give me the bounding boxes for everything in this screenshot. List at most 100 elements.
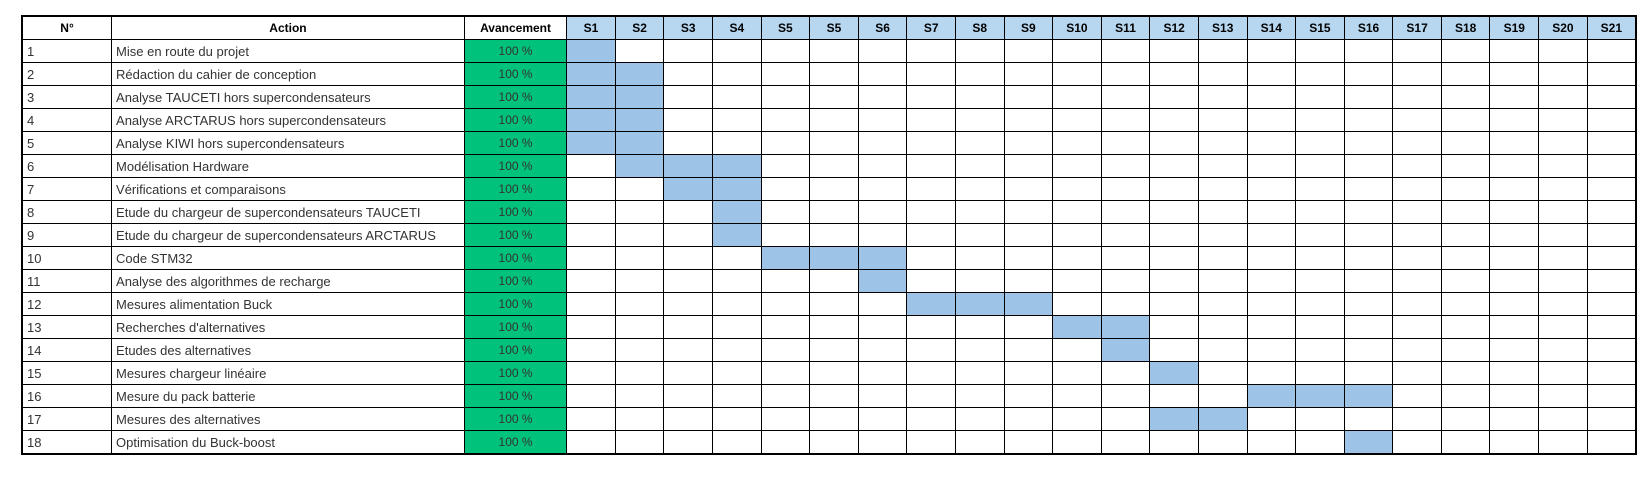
- gantt-empty-cell: [1246, 361, 1297, 385]
- gantt-empty-cell: [1343, 131, 1394, 155]
- gantt-empty-cell: [1246, 269, 1297, 293]
- gantt-empty-cell: [1052, 384, 1102, 408]
- gantt-empty-cell: [906, 361, 956, 385]
- header-week: S7: [906, 15, 956, 40]
- gantt-empty-cell: [1392, 39, 1442, 63]
- gantt-bar-cell: [1343, 384, 1394, 408]
- gantt-empty-cell: [1052, 223, 1102, 247]
- table-row: 14 Etudes des alternatives 100 %: [21, 338, 1637, 362]
- gantt-empty-cell: [1538, 154, 1588, 178]
- gantt-empty-cell: [1392, 131, 1442, 155]
- gantt-empty-cell: [1149, 338, 1199, 362]
- gantt-bar-cell: [1246, 384, 1297, 408]
- gantt-empty-cell: [1149, 62, 1199, 86]
- task-action: Analyse TAUCETI hors supercondensateurs: [111, 85, 465, 109]
- gantt-empty-cell: [663, 223, 713, 247]
- gantt-empty-cell: [1586, 315, 1637, 339]
- gantt-empty-cell: [663, 384, 713, 408]
- task-number: 7: [21, 177, 113, 201]
- gantt-empty-cell: [1052, 430, 1102, 455]
- gantt-empty-cell: [1197, 430, 1248, 455]
- table-row: 8 Etude du chargeur de supercondensateurs…: [21, 200, 1637, 224]
- gantt-empty-cell: [906, 384, 956, 408]
- gantt-empty-cell: [1586, 407, 1637, 431]
- task-action: Etude du chargeur de supercondensateurs …: [111, 200, 465, 224]
- gantt-bar-cell: [566, 131, 616, 155]
- gantt-empty-cell: [954, 338, 1005, 362]
- header-week: S10: [1052, 15, 1102, 40]
- gantt-empty-cell: [1295, 177, 1345, 201]
- gantt-empty-cell: [1052, 39, 1102, 63]
- task-progress: 100 %: [463, 407, 568, 431]
- gantt-empty-cell: [614, 361, 665, 385]
- gantt-empty-cell: [760, 177, 811, 201]
- gantt-empty-cell: [1538, 62, 1588, 86]
- gantt-bar-cell: [1295, 384, 1345, 408]
- gantt-empty-cell: [1586, 85, 1637, 109]
- gantt-empty-cell: [1440, 269, 1491, 293]
- gantt-empty-cell: [857, 39, 908, 63]
- gantt-empty-cell: [857, 292, 908, 316]
- gantt-empty-cell: [1489, 177, 1540, 201]
- task-action: Vérifications et comparaisons: [111, 177, 465, 201]
- task-action: Recherches d'alternatives: [111, 315, 465, 339]
- gantt-empty-cell: [857, 361, 908, 385]
- gantt-empty-cell: [1586, 177, 1637, 201]
- gantt-empty-cell: [857, 430, 908, 455]
- gantt-empty-cell: [1392, 361, 1442, 385]
- gantt-empty-cell: [1392, 384, 1442, 408]
- gantt-bar-cell: [1149, 361, 1199, 385]
- task-number: 13: [21, 315, 113, 339]
- gantt-empty-cell: [1343, 269, 1394, 293]
- gantt-empty-cell: [1538, 407, 1588, 431]
- gantt-empty-cell: [1052, 131, 1102, 155]
- gantt-empty-cell: [1343, 407, 1394, 431]
- gantt-empty-cell: [1440, 407, 1491, 431]
- gantt-empty-cell: [1392, 407, 1442, 431]
- header-week: S3: [663, 15, 713, 40]
- gantt-empty-cell: [954, 85, 1005, 109]
- gantt-empty-cell: [1149, 292, 1199, 316]
- gantt-bar-cell: [1197, 407, 1248, 431]
- header-week: S8: [954, 15, 1005, 40]
- gantt-empty-cell: [1343, 246, 1394, 270]
- gantt-empty-cell: [1149, 430, 1199, 455]
- gantt-empty-cell: [566, 407, 616, 431]
- gantt-empty-cell: [1392, 177, 1442, 201]
- gantt-empty-cell: [1295, 430, 1345, 455]
- gantt-empty-cell: [1295, 154, 1345, 178]
- gantt-empty-cell: [663, 108, 713, 132]
- gantt-empty-cell: [1100, 108, 1151, 132]
- gantt-empty-cell: [614, 430, 665, 455]
- gantt-bar-cell: [566, 62, 616, 86]
- task-number: 11: [21, 269, 113, 293]
- table-row: 16 Mesure du pack batterie 100 %: [21, 384, 1637, 408]
- gantt-empty-cell: [1052, 154, 1102, 178]
- gantt-empty-cell: [1295, 131, 1345, 155]
- task-progress: 100 %: [463, 269, 568, 293]
- gantt-empty-cell: [614, 223, 665, 247]
- gantt-empty-cell: [906, 85, 956, 109]
- task-number: 16: [21, 384, 113, 408]
- gantt-empty-cell: [1246, 223, 1297, 247]
- gantt-empty-cell: [954, 223, 1005, 247]
- task-progress: 100 %: [463, 223, 568, 247]
- task-progress: 100 %: [463, 85, 568, 109]
- gantt-empty-cell: [954, 154, 1005, 178]
- gantt-bar-cell: [857, 269, 908, 293]
- header-week: S11: [1100, 15, 1151, 40]
- gantt-empty-cell: [1343, 154, 1394, 178]
- gantt-empty-cell: [1052, 177, 1102, 201]
- gantt-empty-cell: [711, 292, 762, 316]
- task-action: Mesures chargeur linéaire: [111, 361, 465, 385]
- gantt-empty-cell: [566, 384, 616, 408]
- gantt-empty-cell: [1538, 315, 1588, 339]
- table-row: 18 Optimisation du Buck-boost 100 %: [21, 430, 1637, 455]
- gantt-empty-cell: [1197, 315, 1248, 339]
- gantt-empty-cell: [614, 292, 665, 316]
- gantt-empty-cell: [760, 338, 811, 362]
- gantt-empty-cell: [614, 338, 665, 362]
- gantt-empty-cell: [1003, 407, 1054, 431]
- gantt-empty-cell: [1392, 430, 1442, 455]
- gantt-empty-cell: [1489, 384, 1540, 408]
